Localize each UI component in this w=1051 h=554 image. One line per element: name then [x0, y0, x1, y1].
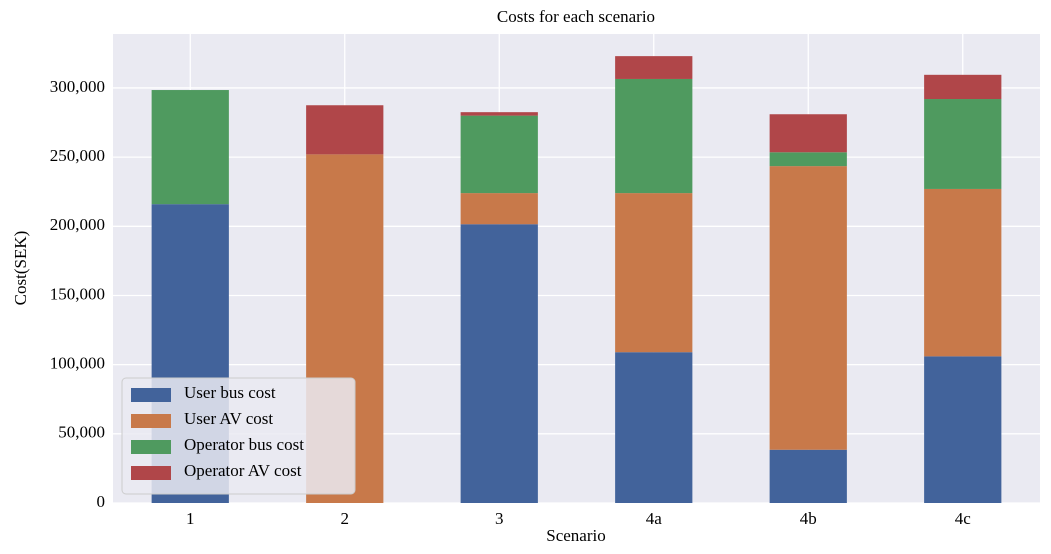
bar: [615, 56, 693, 79]
y-tick-label: 250,000: [50, 146, 105, 165]
legend-swatch: [131, 440, 171, 454]
bar: [769, 166, 847, 450]
bar: [924, 356, 1002, 503]
bar: [924, 188, 1002, 357]
chart-title: Costs for each scenario: [497, 7, 655, 26]
bar: [460, 112, 538, 116]
x-tick-label: 2: [341, 509, 350, 528]
legend: User bus cost User AV cost Operator bus co…: [121, 377, 356, 495]
bar: [769, 152, 847, 167]
x-tick-label: 4c: [955, 509, 972, 528]
bar: [460, 224, 538, 503]
bar: [615, 193, 693, 353]
y-tick-label: 300,000: [50, 77, 105, 96]
legend-swatch: [131, 466, 171, 480]
x-tick-label: 4b: [800, 509, 817, 528]
y-tick-label: 50,000: [58, 423, 105, 442]
y-tick-label: 0: [97, 492, 106, 511]
x-tick-label: 1: [186, 509, 195, 528]
bar: [151, 90, 229, 205]
y-tick-label: 150,000: [50, 284, 105, 303]
legend-label: Operator AV cost: [184, 461, 302, 480]
bar: [615, 352, 693, 503]
bar: [924, 99, 1002, 189]
legend-box: [121, 377, 356, 495]
bar: [924, 74, 1002, 100]
bar: [460, 115, 538, 194]
bar: [769, 114, 847, 153]
bar: [460, 193, 538, 225]
y-tick-label: 200,000: [50, 215, 105, 234]
x-axis-label: Scenario: [546, 526, 605, 545]
x-tick-label: 4a: [646, 509, 663, 528]
bar: [769, 449, 847, 503]
legend-label: Operator bus cost: [184, 435, 304, 454]
legend-swatch: [131, 414, 171, 428]
bar: [615, 78, 693, 194]
legend-label: User bus cost: [184, 383, 276, 402]
bar: [306, 105, 384, 155]
bars: [151, 56, 1002, 503]
y-axis-label: Cost(SEK): [11, 231, 30, 306]
legend-label: User AV cost: [184, 409, 273, 428]
y-tick-label: 100,000: [50, 354, 105, 373]
legend-swatch: [131, 388, 171, 402]
x-tick-label: 3: [495, 509, 504, 528]
